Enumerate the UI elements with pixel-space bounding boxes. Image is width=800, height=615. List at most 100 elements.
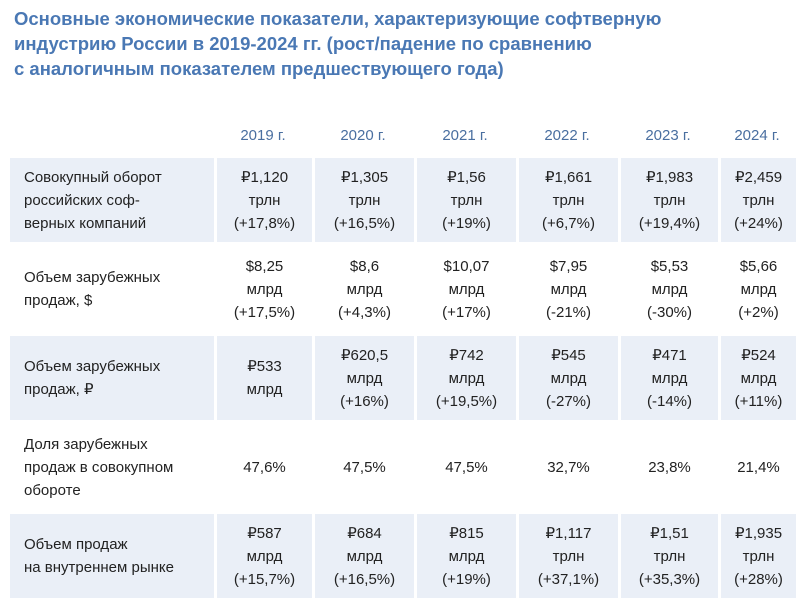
cell-line: ₽471 bbox=[652, 346, 687, 364]
cell-line: трлн bbox=[348, 191, 381, 209]
cell-line: (+4,3%) bbox=[338, 303, 391, 321]
cell-line: трлн bbox=[742, 547, 775, 565]
title-line: Основные экономические показатели, харак… bbox=[14, 8, 662, 29]
cell-line: (-27%) bbox=[545, 392, 591, 410]
cell-line: ₽1,120 bbox=[240, 168, 289, 186]
cell-line: $8,6 bbox=[349, 257, 380, 275]
cell-line: млрд bbox=[246, 381, 283, 398]
cell-line: (-30%) bbox=[646, 303, 692, 321]
cell-line: (+17%) bbox=[442, 303, 491, 321]
row-label-line: на внутреннем рынке bbox=[24, 559, 174, 576]
cell-line: ₽2,459 bbox=[734, 168, 783, 186]
header-cell bbox=[10, 117, 214, 153]
row-label: Доля зарубежных продаж в совокупном оборот… bbox=[10, 425, 214, 509]
cell-line: млрд bbox=[550, 369, 587, 387]
cell-line: ₽1,983 bbox=[645, 168, 694, 186]
table-cell: ₽1,983 трлн (+19,4%) bbox=[618, 158, 718, 242]
table-cell: $5,53 млрд (-30%) bbox=[618, 247, 718, 331]
cell-line: трлн bbox=[653, 547, 686, 565]
cell-line: $8,25 bbox=[245, 257, 284, 275]
cell-line: (+2%) bbox=[738, 303, 779, 321]
header-cell: 2024 г. bbox=[718, 117, 796, 153]
row-label-line: продаж в совокупном bbox=[24, 458, 174, 476]
cell-line: (+19%) bbox=[442, 570, 491, 588]
title-line: индустрию России в 2019-2024 гг. (рост/п… bbox=[14, 33, 592, 54]
table-cell: ₽620,5 млрд (+16%) bbox=[312, 336, 414, 420]
cell-line: млрд bbox=[651, 280, 688, 298]
year-label: 2022 г. bbox=[544, 126, 590, 144]
cell-line: ₽815 bbox=[449, 524, 484, 542]
table-cell: 47,6% bbox=[214, 425, 312, 509]
cell-line: ₽524 bbox=[741, 346, 776, 364]
cell-line: 21,4% bbox=[737, 458, 780, 476]
cell-line: млрд bbox=[448, 280, 485, 298]
cell-line: 47,6% bbox=[243, 458, 286, 476]
cell-line: (+15,7%) bbox=[233, 570, 296, 588]
table-cell: ₽2,459 трлн (+24%) bbox=[718, 158, 796, 242]
cell-line: млрд bbox=[740, 369, 777, 387]
row-label-line: российских соф- bbox=[24, 191, 140, 209]
cell-line: (+17,5%) bbox=[233, 303, 296, 321]
cell-line: (+16,5%) bbox=[333, 570, 396, 588]
cell-line: млрд bbox=[346, 280, 383, 298]
cell-line: (+19,4%) bbox=[638, 214, 701, 232]
table-cell: 32,7% bbox=[516, 425, 618, 509]
cell-line: трлн bbox=[552, 191, 585, 209]
cell-line: ₽533 bbox=[247, 358, 282, 375]
cell-line: ₽1,305 bbox=[340, 168, 389, 186]
table-cell: 23,8% bbox=[618, 425, 718, 509]
year-label: 2023 г. bbox=[645, 126, 691, 144]
table-row: Объем зарубежных продаж, ₽ ₽533 млрд ₽620,5 м… bbox=[10, 336, 796, 420]
cell-line: 47,5% bbox=[445, 458, 488, 476]
cell-line: ₽742 bbox=[449, 346, 484, 364]
cell-line: $5,53 bbox=[650, 257, 689, 275]
row-label-line: Доля зарубежных bbox=[24, 435, 148, 453]
cell-line: трлн bbox=[450, 191, 483, 209]
year-label: 2019 г. bbox=[240, 126, 286, 144]
table-cell: 47,5% bbox=[312, 425, 414, 509]
cell-line: млрд bbox=[550, 280, 587, 298]
cell-line: (-14%) bbox=[646, 392, 692, 410]
cell-line: млрд bbox=[651, 369, 688, 387]
header-cell: 2020 г. bbox=[312, 117, 414, 153]
cell-line: (+16%) bbox=[340, 392, 389, 410]
table-cell: ₽815 млрд (+19%) bbox=[414, 514, 516, 598]
cell-line: ₽620,5 bbox=[340, 346, 389, 364]
row-label-line: Объем продаж bbox=[24, 536, 128, 553]
table-cell: ₽1,56 трлн (+19%) bbox=[414, 158, 516, 242]
cell-line: (+37,1%) bbox=[537, 570, 600, 588]
data-table: 2019 г. 2020 г. 2021 г. 2022 г. 2023 г. 2024 … bbox=[10, 112, 796, 603]
table-row: Доля зарубежных продаж в совокупном оборот… bbox=[10, 425, 796, 509]
cell-line: трлн bbox=[742, 191, 775, 209]
cell-line: ₽1,935 bbox=[734, 524, 783, 542]
table-cell: ₽1,935 трлн (+28%) bbox=[718, 514, 796, 598]
row-label: Объем зарубежных продаж, ₽ bbox=[10, 336, 214, 420]
table-row: Объем продаж на внутреннем рынке ₽587 млрд (… bbox=[10, 514, 796, 598]
table-cell: ₽545 млрд (-27%) bbox=[516, 336, 618, 420]
cell-line: $7,95 bbox=[549, 257, 588, 275]
cell-line: млрд bbox=[246, 547, 283, 565]
table-cell: ₽587 млрд (+15,7%) bbox=[214, 514, 312, 598]
table-cell: ₽684 млрд (+16,5%) bbox=[312, 514, 414, 598]
row-label-line: Объем зарубежных bbox=[24, 358, 161, 375]
table-cell: ₽471 млрд (-14%) bbox=[618, 336, 718, 420]
header-cell: 2023 г. bbox=[618, 117, 718, 153]
table-cell: $7,95 млрд (-21%) bbox=[516, 247, 618, 331]
table-cell: $5,66 млрд (+2%) bbox=[718, 247, 796, 331]
cell-line: (+6,7%) bbox=[542, 214, 595, 232]
cell-line: ₽1,661 bbox=[544, 168, 593, 186]
cell-line: ₽1,117 bbox=[545, 524, 592, 542]
cell-line: (-21%) bbox=[545, 303, 591, 321]
table-cell: $10,07 млрд (+17%) bbox=[414, 247, 516, 331]
cell-line: 47,5% bbox=[343, 458, 386, 476]
table-row: Совокупный оборот российских соф-верных к… bbox=[10, 158, 796, 242]
row-label: Объем продаж на внутреннем рынке bbox=[10, 514, 214, 598]
table-cell: ₽1,120 трлн (+17,8%) bbox=[214, 158, 312, 242]
cell-line: 32,7% bbox=[547, 458, 590, 476]
table-cell: 47,5% bbox=[414, 425, 516, 509]
cell-line: $5,66 bbox=[739, 257, 778, 275]
cell-line: млрд bbox=[448, 369, 485, 387]
year-label: 2020 г. bbox=[340, 126, 386, 144]
row-label-line: Совокупный оборот bbox=[24, 168, 162, 186]
